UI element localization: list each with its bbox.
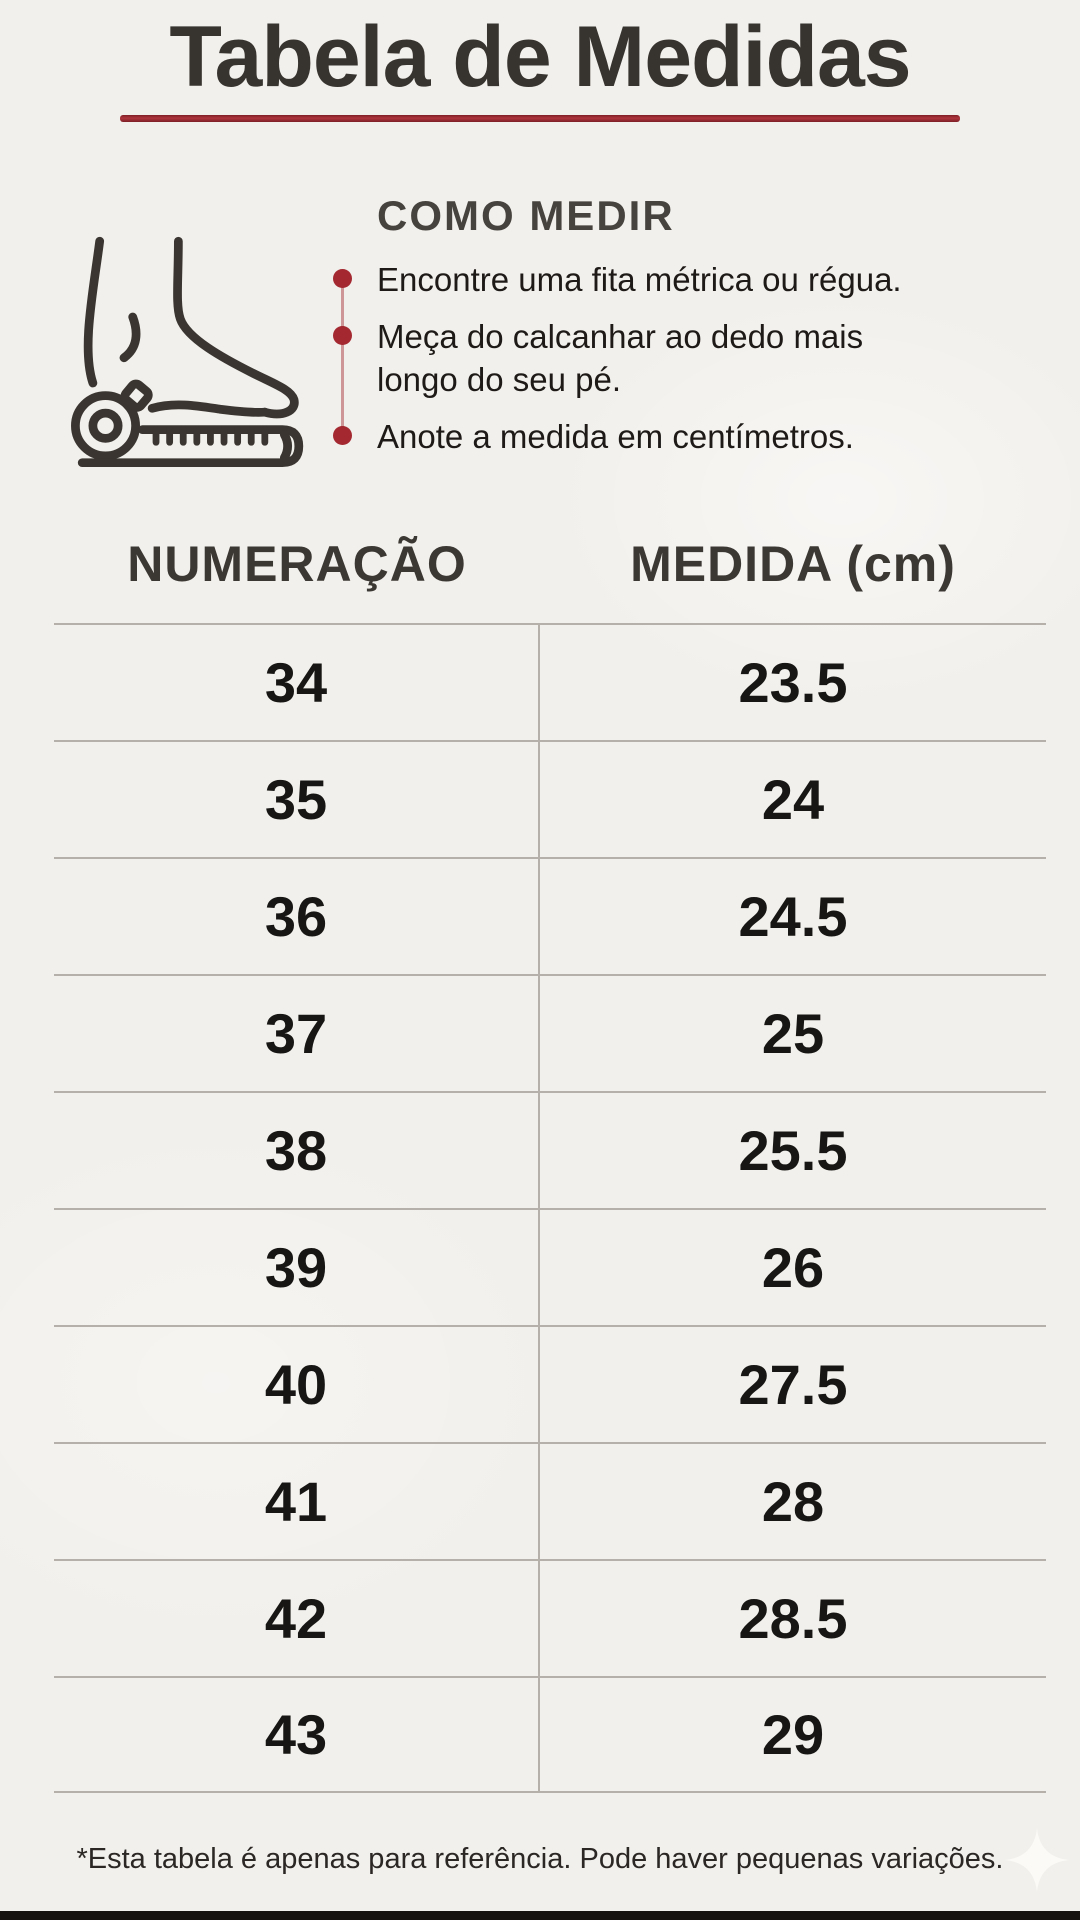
measure-cell: 27.5: [738, 1353, 848, 1416]
column-header-medida: MEDIDA (cm): [630, 536, 956, 592]
how-to-measure-section: COMO MEDIR Encontre uma fita métrica ou …: [0, 186, 1080, 500]
measure-cell: 29: [761, 1703, 825, 1766]
tape-lock-tab: [120, 379, 153, 412]
table-row: 41 28: [54, 1442, 1046, 1559]
table-row: 40 27.5: [54, 1325, 1046, 1442]
foot-sole-line: [147, 400, 270, 417]
measure-cell: 25: [761, 1002, 825, 1065]
foot-measuring-tape-icon: [71, 236, 304, 468]
tape-tick-marks: [152, 426, 269, 446]
step-text: Encontre uma fita métrica ou régua.: [377, 261, 902, 298]
measure-cell: 28: [761, 1470, 825, 1533]
ankle-crease-line: [119, 312, 141, 363]
size-table: NUMERAÇÃO MEDIDA (cm) 34 23.5 35 24 36 2…: [0, 534, 1080, 1793]
measure-cell: 24: [761, 768, 825, 831]
measure-cell: 28.5: [738, 1587, 848, 1650]
step-text: Meça do calcanhar ao dedo mais longo do …: [377, 317, 864, 399]
how-to-text-block: COMO MEDIR Encontre uma fita métrica ou …: [333, 186, 913, 458]
bullet-dot-icon: [333, 425, 352, 445]
size-cell: 37: [54, 976, 540, 1091]
size-cell: 39: [54, 1210, 540, 1325]
table-header-row: NUMERAÇÃO MEDIDA (cm): [54, 534, 1046, 594]
title-underline: [120, 115, 960, 122]
table-row: 38 25.5: [54, 1091, 1046, 1208]
bullet-dot-icon: [333, 325, 352, 345]
size-cell: 43: [54, 1678, 540, 1791]
table-row: 36 24.5: [54, 857, 1046, 974]
bullet-dot-icon: [333, 269, 352, 288]
size-cell: 40: [54, 1327, 540, 1442]
table-row: 35 24: [54, 740, 1046, 857]
tape-end-curl: [279, 430, 293, 463]
size-cell: 36: [54, 859, 540, 974]
page-title: Tabela de Medidas: [169, 9, 911, 105]
measure-cell: 23.5: [738, 651, 848, 714]
measure-cell: 25.5: [738, 1119, 848, 1182]
size-cell: 34: [54, 625, 540, 740]
tape-reel-outer: [71, 391, 140, 461]
foot-back-line: [83, 236, 105, 388]
tape-strip: [77, 425, 304, 468]
step-item: Anote a medida em centímetros.: [333, 415, 913, 459]
step-text: Anote a medida em centímetros.: [377, 417, 854, 455]
bottom-edge-bar: [0, 1911, 1080, 1920]
table-row: 34 23.5: [54, 623, 1046, 740]
how-to-steps-list: Encontre uma fita métrica ou régua. Meça…: [333, 258, 913, 458]
foot-front-line: [173, 236, 299, 419]
steps-connector-line: [341, 282, 344, 433]
step-item: Encontre uma fita métrica ou régua.: [333, 258, 913, 302]
step-item: Meça do calcanhar ao dedo mais longo do …: [333, 315, 913, 402]
measure-cell: 26: [761, 1236, 825, 1299]
tape-reel-inner: [88, 408, 123, 443]
disclaimer-note: *Esta tabela é apenas para referência. P…: [76, 1843, 1004, 1875]
measure-cell: 24.5: [738, 885, 848, 948]
sparkle-icon: [1005, 1828, 1069, 1892]
size-cell: 41: [54, 1444, 540, 1559]
size-cell: 35: [54, 742, 540, 857]
column-header-numeracao: NUMERAÇÃO: [127, 536, 467, 592]
table-row: 37 25: [54, 974, 1046, 1091]
table-row: 43 29: [54, 1676, 1046, 1793]
table-body: 34 23.5 35 24 36 24.5 37 25 38 25.5 39 2…: [0, 623, 1080, 1793]
size-cell: 38: [54, 1093, 540, 1208]
size-cell: 42: [54, 1561, 540, 1676]
how-to-heading: COMO MEDIR: [377, 192, 675, 239]
table-row: 39 26: [54, 1208, 1046, 1325]
table-row: 42 28.5: [54, 1559, 1046, 1676]
